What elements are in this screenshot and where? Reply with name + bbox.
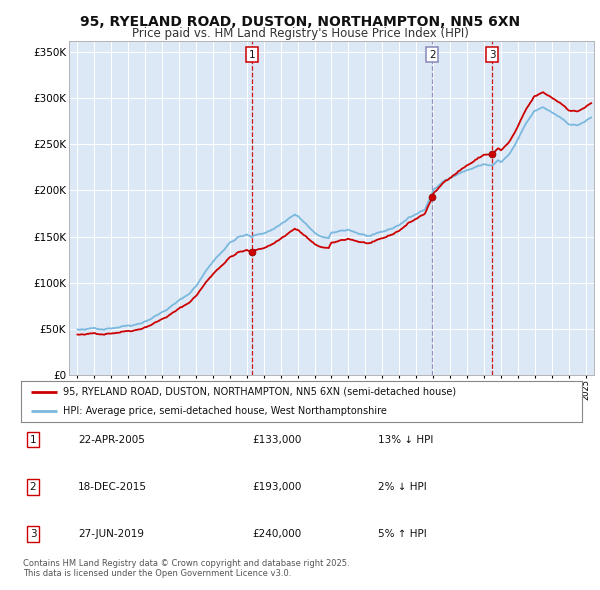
Text: 95, RYELAND ROAD, DUSTON, NORTHAMPTON, NN5 6XN: 95, RYELAND ROAD, DUSTON, NORTHAMPTON, N… [80, 15, 520, 29]
Text: HPI: Average price, semi-detached house, West Northamptonshire: HPI: Average price, semi-detached house,… [63, 406, 387, 416]
Text: 3: 3 [489, 50, 496, 60]
Text: Price paid vs. HM Land Registry's House Price Index (HPI): Price paid vs. HM Land Registry's House … [131, 27, 469, 40]
Text: 2% ↓ HPI: 2% ↓ HPI [378, 482, 427, 491]
Text: 1: 1 [248, 50, 255, 60]
Text: £193,000: £193,000 [252, 482, 301, 491]
Text: 18-DEC-2015: 18-DEC-2015 [78, 482, 147, 491]
Text: 13% ↓ HPI: 13% ↓ HPI [378, 435, 433, 444]
Text: Contains HM Land Registry data © Crown copyright and database right 2025.
This d: Contains HM Land Registry data © Crown c… [23, 559, 349, 578]
Text: 2: 2 [429, 50, 436, 60]
Text: 1: 1 [29, 435, 37, 444]
Text: 2: 2 [29, 482, 37, 491]
Text: 3: 3 [29, 529, 37, 539]
Text: £133,000: £133,000 [252, 435, 301, 444]
Text: 95, RYELAND ROAD, DUSTON, NORTHAMPTON, NN5 6XN (semi-detached house): 95, RYELAND ROAD, DUSTON, NORTHAMPTON, N… [63, 386, 456, 396]
Text: 5% ↑ HPI: 5% ↑ HPI [378, 529, 427, 539]
Text: 22-APR-2005: 22-APR-2005 [78, 435, 145, 444]
Text: £240,000: £240,000 [252, 529, 301, 539]
Text: 27-JUN-2019: 27-JUN-2019 [78, 529, 144, 539]
